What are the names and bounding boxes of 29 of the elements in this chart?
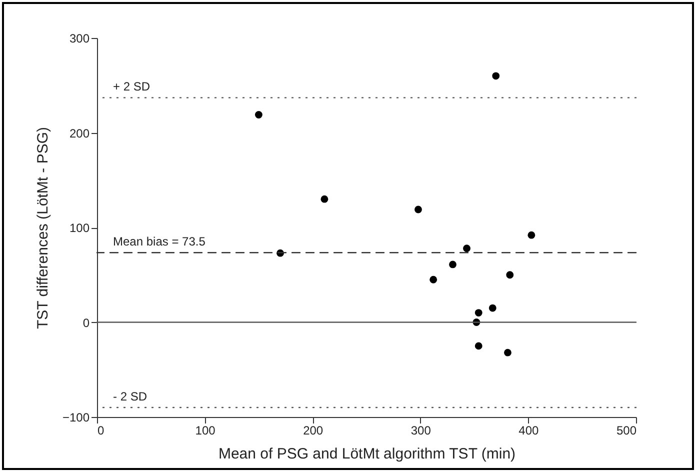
point (449, 260, 456, 268)
x-tick-label: 500 (616, 424, 637, 438)
ref-line-label: + 2 SD (113, 80, 150, 94)
point (492, 72, 500, 80)
x-tick-label: 100 (195, 424, 216, 438)
point (463, 244, 470, 252)
point (414, 206, 422, 214)
y-tick-label: 200 (69, 126, 90, 140)
x-axis-title: Mean of PSG and LötMt algorithm TST (min) (218, 446, 516, 462)
point (474, 309, 482, 316)
point (504, 348, 512, 356)
point (430, 276, 438, 284)
y-tick-label: 300 (69, 32, 90, 46)
point (528, 231, 536, 239)
point (320, 195, 328, 203)
y-tick-label: −100 (62, 410, 90, 424)
x-tick-label: 400 (518, 424, 540, 438)
x-tick-label: 300 (410, 424, 432, 438)
y-axis-title: TST differences (LötMt - PSG) (34, 126, 52, 330)
y-tick-label: 100 (69, 221, 90, 235)
point (506, 271, 514, 279)
ref-line-label: - 2 SD (113, 390, 148, 404)
point (474, 342, 482, 350)
point (254, 111, 262, 118)
x-tick-label: 200 (303, 424, 324, 438)
y-tick-label: 0 (82, 316, 90, 330)
ref-line-label: Mean bias = 73.5 (113, 234, 206, 249)
point (488, 304, 496, 312)
x-tick-label: 0 (98, 424, 104, 438)
